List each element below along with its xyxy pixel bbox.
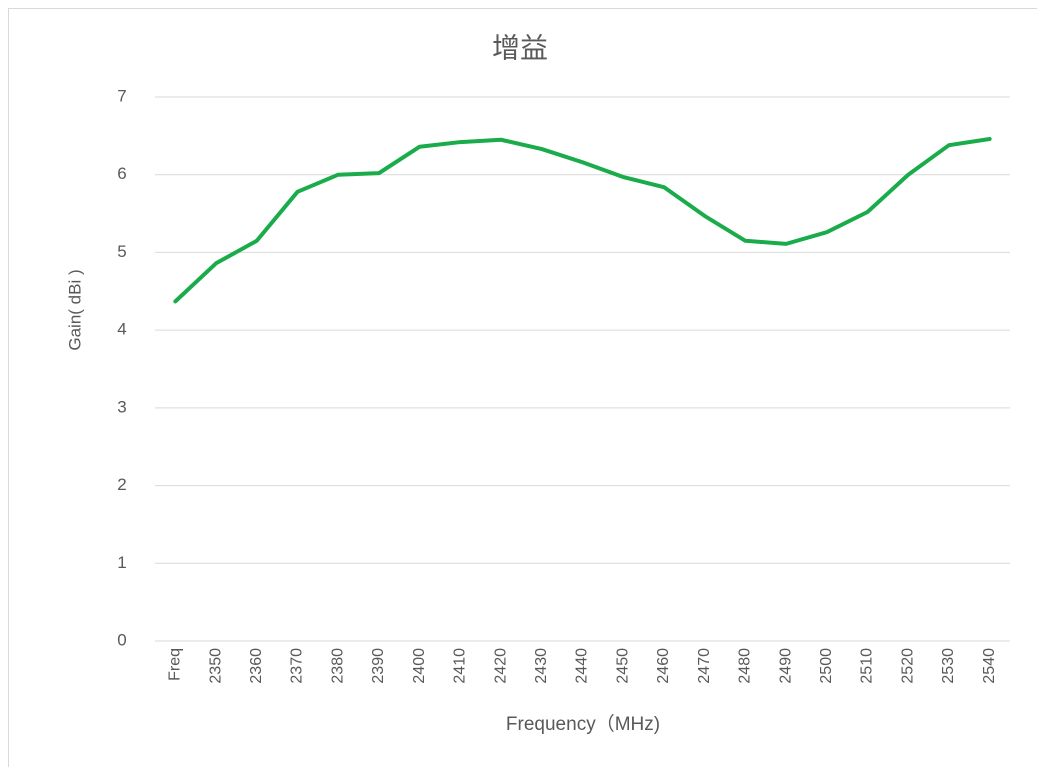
y-tick-label: 0 <box>117 630 126 649</box>
chart-title: 增益 <box>492 32 548 63</box>
x-tick-label: 2390 <box>370 648 387 684</box>
x-tick-label: 2420 <box>492 648 509 684</box>
y-tick-label: 6 <box>117 164 126 183</box>
y-axis-label: Gain( dBi ) <box>65 269 84 350</box>
y-tick-label: 2 <box>117 475 126 494</box>
x-tick-label: 2510 <box>859 648 876 684</box>
x-tick-label: 2520 <box>899 648 916 684</box>
data-line <box>173 136 992 304</box>
x-tick-label: 2370 <box>289 648 306 684</box>
x-tick-label: 2400 <box>411 648 428 684</box>
x-tick-label: 2500 <box>818 648 835 684</box>
x-tick-label: 2450 <box>614 648 631 684</box>
y-tick-label: 1 <box>117 553 126 572</box>
y-tick-label: 5 <box>117 242 126 261</box>
x-tick-label: 2350 <box>207 648 224 684</box>
x-tick-label: 2470 <box>696 648 713 684</box>
x-tick-label: 2540 <box>981 648 998 684</box>
x-tick-label: 2430 <box>533 648 550 684</box>
x-tick-label: 2360 <box>248 648 265 684</box>
y-tick-label: 7 <box>117 86 126 105</box>
x-tick-label: 2480 <box>737 648 754 684</box>
x-tick-label: 2380 <box>329 648 346 684</box>
x-tick-label: Freq <box>167 648 184 681</box>
x-tick-label: 2440 <box>574 648 591 684</box>
x-tick-label: 2460 <box>655 648 672 684</box>
y-tick-label: 4 <box>117 320 126 339</box>
x-tick-label: 2530 <box>940 648 957 684</box>
chart-frame <box>8 8 1037 767</box>
y-tick-label: 3 <box>117 397 126 416</box>
x-tick-label: 2490 <box>777 648 794 684</box>
x-axis-label: Frequency（MHz) <box>506 713 660 735</box>
x-tick-label: 2410 <box>452 648 469 684</box>
